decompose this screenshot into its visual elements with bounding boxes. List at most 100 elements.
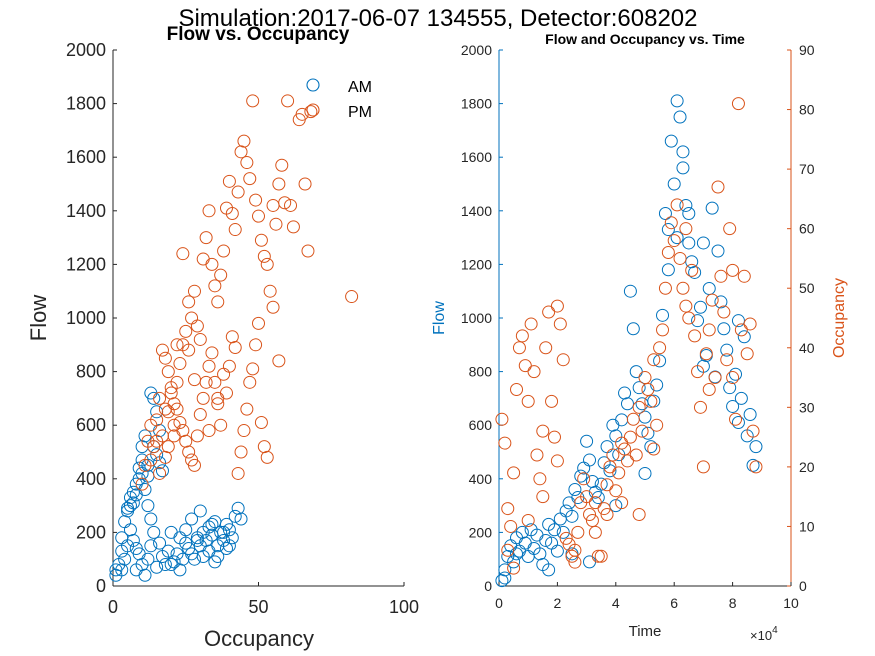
plot2-point-flow	[650, 378, 664, 392]
plot1-point-pm	[228, 340, 242, 354]
plot2-left-tick-label: 600	[469, 417, 493, 433]
plot2-point-occupancy	[530, 448, 544, 462]
plot1-point-am	[153, 536, 167, 550]
plot1-y-tick-label: 600	[76, 415, 106, 435]
plot2-point-flow	[512, 544, 526, 558]
plot2-point-flow	[550, 544, 564, 558]
plot2-point-flow	[723, 381, 737, 395]
plot1-point-am	[141, 499, 155, 513]
plot2-left-tick-label: 0	[484, 578, 492, 594]
plot2-point-flow	[620, 397, 634, 411]
plot2-left-tick-label: 1600	[461, 149, 492, 165]
plot2-point-flow	[658, 206, 672, 220]
plot2-point-occupancy	[679, 299, 693, 313]
plot1-axes: 0 200 400 600 800 1000 1200 1400 1600 1800 2000 0 50…	[66, 40, 419, 617]
plot1-point-pm	[202, 204, 216, 218]
plot2-point-flow	[676, 145, 690, 159]
plot1-point-pm	[211, 397, 225, 411]
plot1-point-pm	[190, 319, 204, 333]
plot2-point-flow	[688, 265, 702, 279]
plot2-point-occupancy	[740, 347, 754, 361]
plot1-point-pm	[260, 257, 274, 271]
flow-occupancy-vs-time-plot: Flow and Occupancy vs. Time 020040060080…	[431, 31, 848, 643]
plot2-point-flow	[647, 394, 661, 408]
plot2-point-flow	[629, 365, 643, 379]
plot1-point-am	[144, 512, 158, 526]
plot2-point-occupancy	[527, 365, 541, 379]
plot2-x-exponent-power: 4	[772, 625, 778, 636]
plot2-right-tick-label: 90	[799, 42, 815, 58]
plot2-point-occupancy	[588, 525, 602, 539]
plot2-point-occupancy	[702, 382, 716, 396]
plot2-point-occupancy	[688, 329, 702, 343]
plot2-point-occupancy	[571, 525, 585, 539]
plot1-point-pm	[222, 174, 236, 188]
plot1-y-tick-label: 400	[76, 469, 106, 489]
plot1-point-pm	[252, 316, 265, 330]
plot2-x-exponent-base: ×10	[750, 628, 772, 643]
plot1-point-pm	[176, 424, 190, 438]
plot1-point-pm	[190, 429, 204, 443]
plot2-point-occupancy	[647, 442, 661, 456]
plot1-point-pm	[205, 257, 219, 271]
legend-am-label: AM	[348, 79, 372, 96]
plot2-point-flow	[679, 198, 693, 212]
plot2-point-occupancy	[714, 269, 728, 283]
plot1-point-am	[231, 501, 245, 515]
plot2-left-tick-label: 2000	[461, 42, 492, 58]
plot1-point-pm	[155, 343, 169, 357]
plot2-point-occupancy	[588, 496, 602, 510]
plot2-point-occupancy	[510, 382, 524, 396]
plot2-point-flow	[615, 413, 629, 427]
plot1-point-pm	[257, 249, 271, 263]
plot1-point-pm	[208, 279, 222, 293]
plot2-point-occupancy	[512, 341, 526, 355]
plot1-point-pm	[272, 177, 286, 191]
plot2-right-tick-label: 20	[799, 459, 815, 475]
plot1-point-pm	[150, 413, 164, 427]
plot1-point-am	[173, 563, 187, 577]
plot2-point-occupancy	[723, 222, 737, 236]
plot2-point-occupancy	[711, 180, 725, 194]
plot2-point-flow	[691, 314, 705, 328]
plot1-point-pm	[179, 434, 193, 448]
plot2-point-occupancy	[504, 519, 518, 533]
plot2-point-occupancy	[682, 311, 696, 325]
plot1-point-pm	[150, 434, 164, 448]
plot2-point-occupancy	[606, 448, 620, 462]
plot1-point-pm	[161, 440, 175, 454]
plot1-y-tick-label: 1000	[66, 308, 106, 328]
plot1-point-am	[164, 558, 178, 572]
plot2-point-occupancy	[644, 394, 658, 408]
plot1-point-pm	[286, 220, 300, 234]
plot1-point-pm	[275, 158, 289, 172]
plot1-y-tick-label: 1800	[66, 94, 106, 114]
legend-pm-marker	[306, 103, 320, 117]
plot2-left-tick-label: 1400	[461, 203, 492, 219]
plot2-point-flow	[539, 533, 553, 547]
plot2-point-occupancy	[556, 353, 570, 367]
plot2-point-occupancy	[705, 293, 719, 307]
plot1-point-pm	[263, 284, 277, 298]
plot1-point-am	[228, 509, 242, 523]
plot2-point-flow	[632, 381, 646, 395]
plot1-point-pm	[196, 252, 210, 266]
plot2-point-flow	[603, 464, 617, 478]
plot2-left-tick-label: 800	[469, 364, 493, 380]
plot1-point-pm	[240, 402, 254, 416]
plot1-point-pm	[199, 231, 213, 245]
plot1-point-pm	[246, 362, 260, 376]
plot1-point-am	[147, 525, 161, 539]
plot2-point-occupancy	[635, 424, 649, 438]
plot2-point-occupancy	[737, 269, 751, 283]
plot1-y-tick-label: 200	[76, 522, 106, 542]
plot2-point-occupancy	[550, 454, 564, 468]
plot2-point-flow	[594, 477, 608, 491]
plot2-point-flow	[731, 416, 745, 430]
plot1-point-pm	[161, 365, 175, 379]
plot1-point-am	[129, 541, 143, 555]
plot2-point-occupancy	[612, 466, 626, 480]
plot2-point-occupancy	[693, 400, 707, 414]
plot2-point-occupancy	[699, 347, 713, 361]
plot2-x-tick-label: 10	[783, 595, 799, 611]
